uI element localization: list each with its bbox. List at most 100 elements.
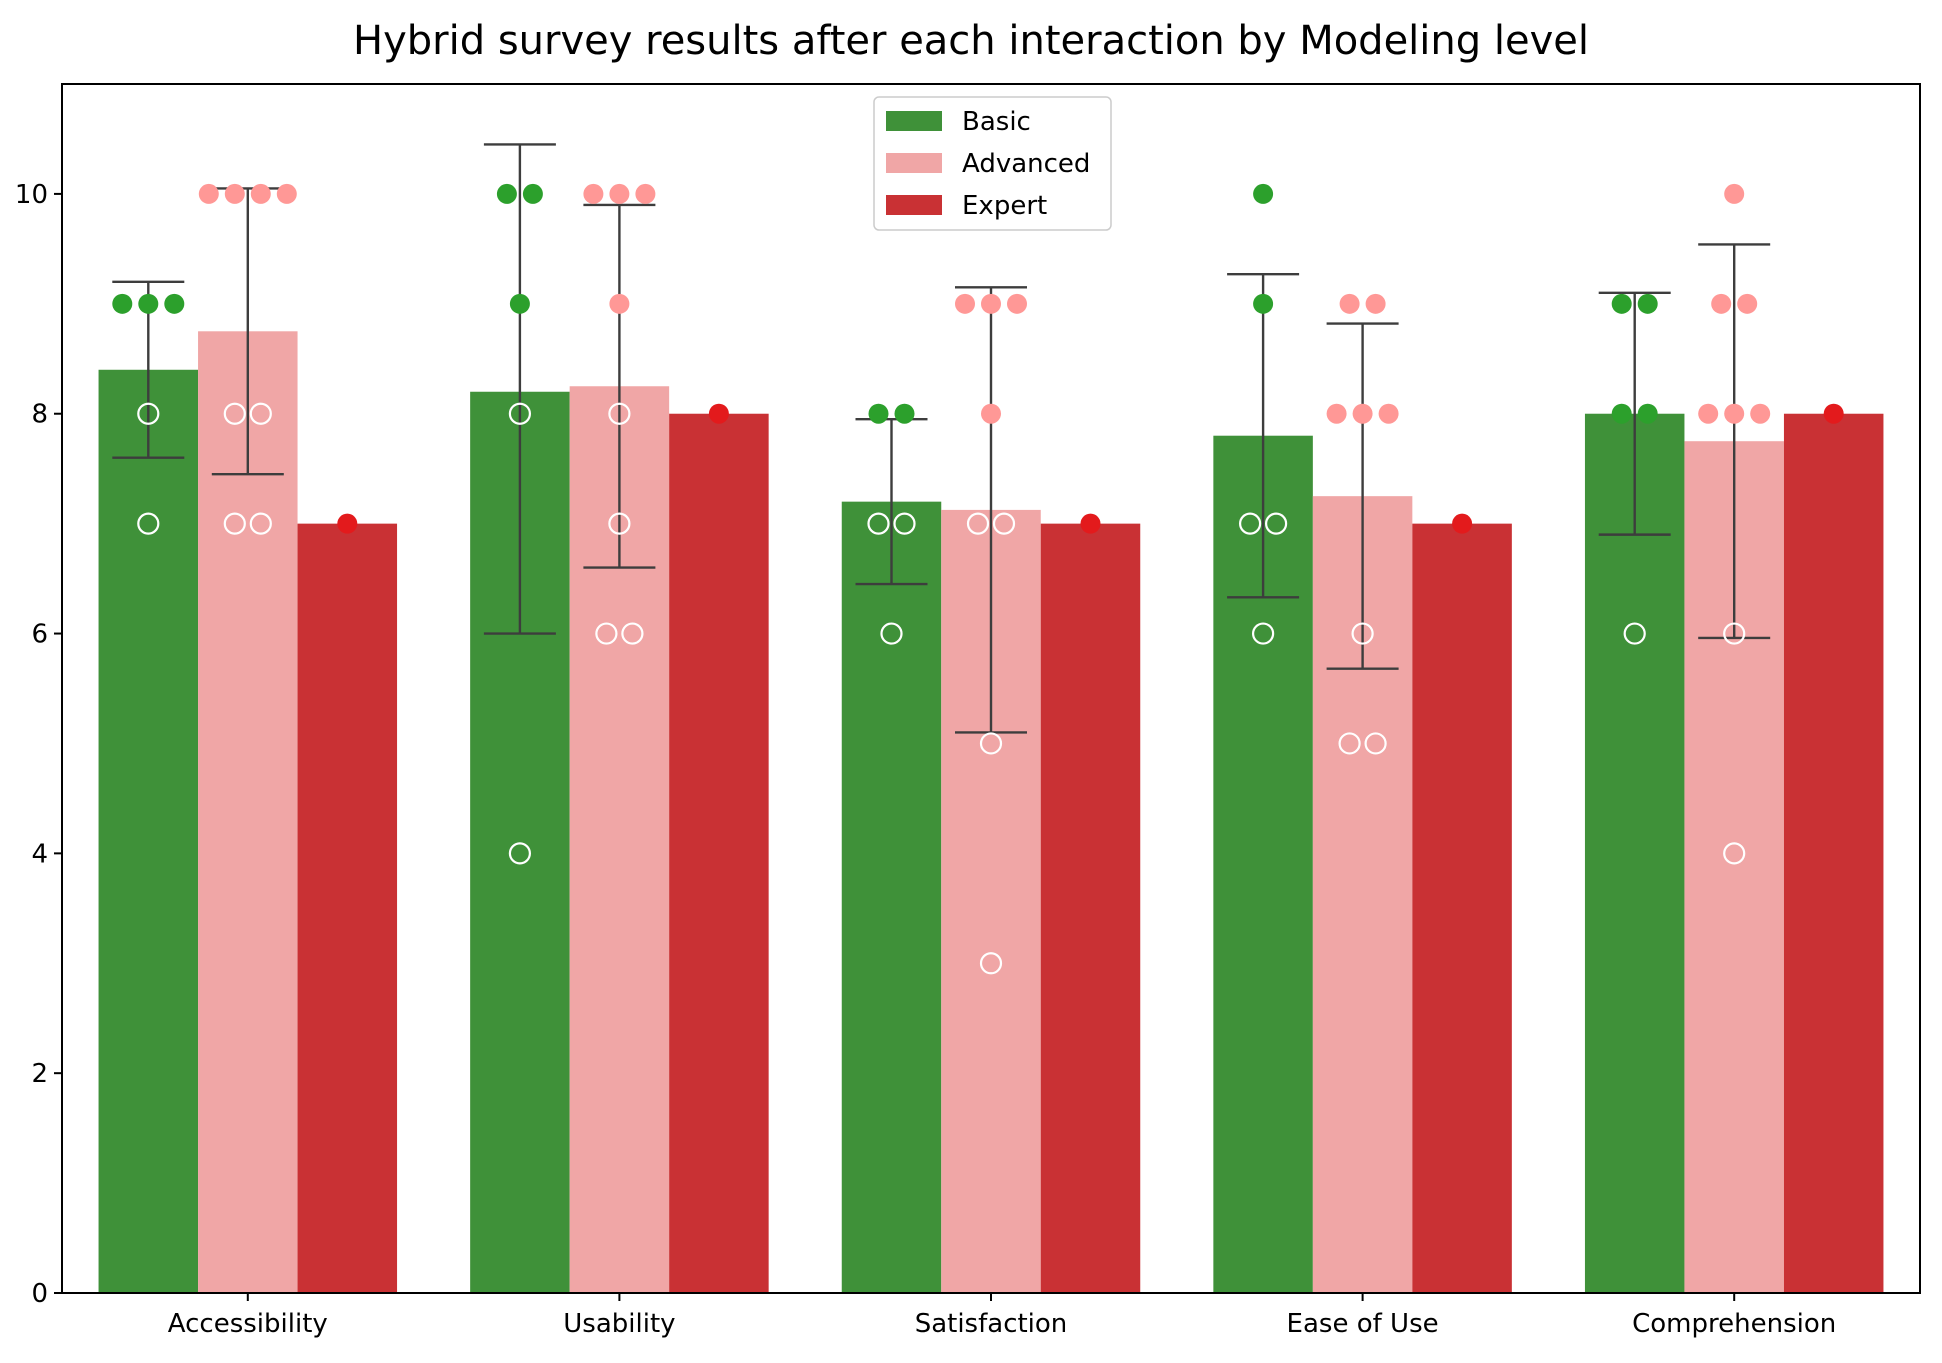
point-basic-usability <box>509 293 530 314</box>
point-advanced-ease-of-use <box>1378 403 1399 424</box>
y-tick-label-0: 0 <box>31 1279 48 1309</box>
point-advanced-usability <box>583 183 604 204</box>
point-basic-comprehension <box>1611 293 1632 314</box>
legend-swatch-basic <box>886 111 942 131</box>
point-expert-comprehension <box>1823 403 1844 424</box>
point-advanced-comprehension <box>1723 842 1746 865</box>
point-basic-accessibility <box>112 293 133 314</box>
point-basic-accessibility <box>164 293 185 314</box>
point-advanced-ease-of-use <box>1352 403 1373 424</box>
legend-label-advanced: Advanced <box>962 149 1090 179</box>
legend-label-expert: Expert <box>962 191 1047 221</box>
point-advanced-satisfaction <box>981 403 1001 424</box>
point-basic-usability <box>508 402 532 425</box>
point-basic-comprehension <box>1637 293 1658 314</box>
point-basic-ease-of-use <box>1264 512 1288 535</box>
y-axis: 0 2 4 6 8 10 <box>15 180 62 1309</box>
point-advanced-comprehension <box>1737 293 1758 314</box>
point-advanced-usability <box>608 512 631 535</box>
point-advanced-accessibility <box>198 183 219 204</box>
point-expert-usability <box>708 403 729 424</box>
point-advanced-ease-of-use <box>1338 732 1361 755</box>
point-basic-comprehension <box>1611 403 1632 424</box>
bar-expert-satisfaction <box>1040 523 1141 1293</box>
point-basic-ease-of-use <box>1253 293 1274 314</box>
bar-basic-satisfaction <box>841 501 942 1293</box>
x-tick-label-accessibility: Accessibility <box>168 1309 328 1339</box>
x-tick-label-ease-of-use: Ease of Use <box>1287 1309 1439 1339</box>
chart-title: Hybrid survey results after each interac… <box>353 18 1589 64</box>
x-axis: Accessibility Usability Satisfaction Ease o… <box>168 1293 1836 1339</box>
bar-expert-usability <box>669 413 769 1293</box>
point-advanced-comprehension <box>1723 622 1746 645</box>
point-basic-usability <box>522 183 543 204</box>
point-advanced-usability <box>621 622 644 645</box>
point-advanced-usability <box>609 183 630 204</box>
error-bars-layer <box>112 143 1771 734</box>
point-advanced-accessibility <box>224 183 245 204</box>
x-tick-label-usability: Usability <box>563 1309 675 1339</box>
point-basic-accessibility <box>138 293 159 314</box>
bar-expert-comprehension <box>1783 413 1884 1293</box>
point-advanced-accessibility <box>250 183 271 204</box>
point-advanced-accessibility <box>249 402 272 425</box>
legend-swatch-expert <box>886 195 942 215</box>
point-advanced-satisfaction <box>966 512 990 535</box>
point-advanced-ease-of-use <box>1351 622 1374 645</box>
point-advanced-satisfaction <box>992 512 1016 535</box>
point-advanced-satisfaction <box>955 293 975 314</box>
legend: Basic Advanced Expert <box>873 96 1112 231</box>
point-basic-comprehension <box>1623 622 1646 645</box>
x-tick-label-comprehension: Comprehension <box>1632 1309 1836 1339</box>
legend-swatch-advanced <box>886 153 942 173</box>
y-tick-label-10: 10 <box>15 180 48 210</box>
point-advanced-satisfaction <box>981 293 1001 314</box>
point-advanced-ease-of-use <box>1364 732 1387 755</box>
point-basic-satisfaction <box>868 403 889 424</box>
y-tick-label-2: 2 <box>31 1059 48 1089</box>
point-expert-ease-of-use <box>1452 513 1473 534</box>
point-advanced-accessibility <box>223 402 246 425</box>
bar-expert-accessibility <box>297 523 398 1293</box>
bar-basic-accessibility <box>98 369 199 1293</box>
point-basic-satisfaction <box>880 622 903 645</box>
point-basic-satisfaction <box>893 512 916 535</box>
point-basic-ease-of-use <box>1238 512 1262 535</box>
point-basic-accessibility <box>137 512 160 535</box>
point-basic-ease-of-use <box>1253 183 1274 204</box>
point-advanced-usability <box>609 293 630 314</box>
y-tick-label-4: 4 <box>31 839 48 869</box>
point-advanced-accessibility <box>249 512 272 535</box>
point-expert-satisfaction <box>1080 513 1101 534</box>
point-advanced-usability <box>595 622 618 645</box>
point-advanced-ease-of-use <box>1365 293 1386 314</box>
point-basic-accessibility <box>137 402 160 425</box>
point-advanced-ease-of-use <box>1326 403 1347 424</box>
point-advanced-usability <box>635 183 656 204</box>
point-advanced-satisfaction <box>1007 293 1027 314</box>
point-advanced-comprehension <box>1724 403 1745 424</box>
point-basic-usability <box>508 842 532 865</box>
point-advanced-usability <box>608 402 631 425</box>
point-advanced-comprehension <box>1724 183 1745 204</box>
bar-advanced-accessibility <box>198 331 298 1294</box>
point-advanced-satisfaction <box>979 732 1003 755</box>
point-advanced-comprehension <box>1750 403 1771 424</box>
point-advanced-satisfaction <box>979 952 1003 975</box>
point-advanced-accessibility <box>276 183 297 204</box>
points-layer <box>112 183 1844 975</box>
point-advanced-accessibility <box>223 512 246 535</box>
point-expert-accessibility <box>337 513 358 534</box>
point-advanced-comprehension <box>1711 293 1732 314</box>
point-basic-comprehension <box>1637 403 1658 424</box>
bars-layer <box>98 331 1884 1294</box>
point-basic-satisfaction <box>894 403 915 424</box>
legend-label-basic: Basic <box>962 107 1031 137</box>
point-basic-satisfaction <box>867 512 890 535</box>
x-tick-label-satisfaction: Satisfaction <box>915 1309 1068 1339</box>
y-tick-label-6: 6 <box>31 620 48 650</box>
y-tick-label-8: 8 <box>31 400 48 430</box>
point-advanced-comprehension <box>1698 403 1719 424</box>
